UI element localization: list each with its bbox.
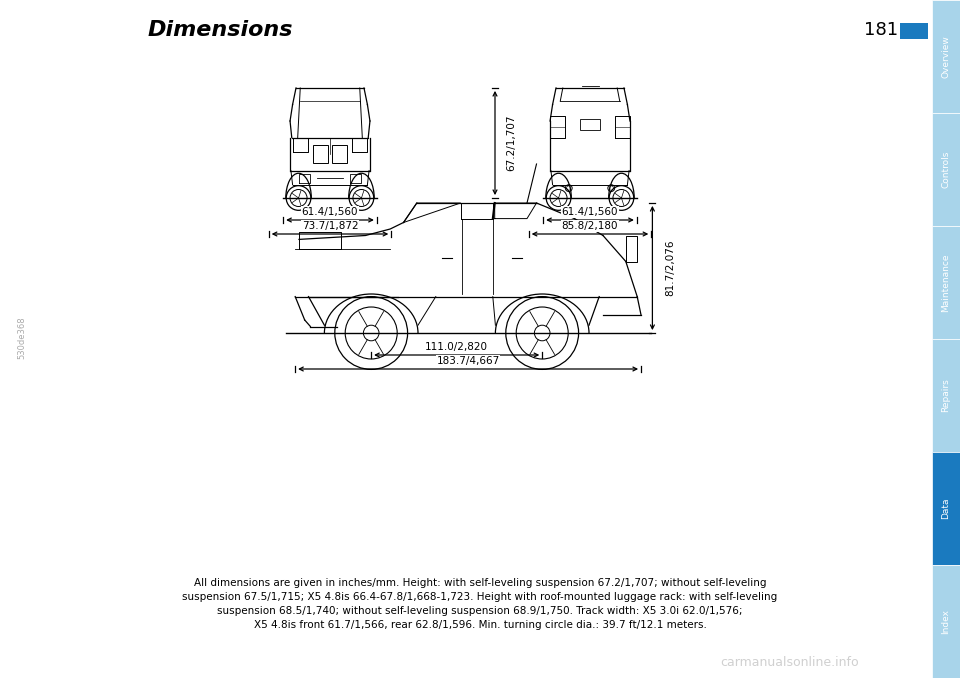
Bar [313, 145, 328, 163]
Text: 111.0/2,820: 111.0/2,820 [425, 342, 489, 352]
Bar [900, 23, 928, 39]
Text: carmanualsonline.info: carmanualsonline.info [721, 656, 859, 669]
Text: Repairs: Repairs [942, 378, 950, 412]
Text: 73.7/1,872: 73.7/1,872 [301, 221, 358, 231]
Bar [932, 339, 960, 452]
Text: 181: 181 [864, 21, 898, 39]
Text: Index: Index [942, 609, 950, 634]
Text: 183.7/4,667: 183.7/4,667 [437, 356, 500, 366]
Bar [932, 452, 960, 565]
Text: 61.4/1,560: 61.4/1,560 [562, 207, 618, 217]
Text: suspension 67.5/1,715; X5 4.8is 66.4-67.8/1,668-1,723. Height with roof-mounted : suspension 67.5/1,715; X5 4.8is 66.4-67.… [182, 592, 778, 602]
Text: X5 4.8is front 61.7/1,566, rear 62.8/1,596. Min. turning circle dia.: 39.7 ft/12: X5 4.8is front 61.7/1,566, rear 62.8/1,5… [253, 620, 707, 630]
Text: 81.7/2,076: 81.7/2,076 [665, 240, 676, 296]
Text: 67.2/1,707: 67.2/1,707 [506, 115, 516, 172]
Text: Maintenance: Maintenance [942, 254, 950, 312]
Bar [332, 145, 347, 163]
Bar [932, 565, 960, 678]
Text: Controls: Controls [942, 151, 950, 188]
Text: Data: Data [942, 498, 950, 519]
Text: 85.8/2,180: 85.8/2,180 [562, 221, 618, 231]
Text: Overview: Overview [942, 35, 950, 78]
Bar [932, 226, 960, 339]
Text: suspension 68.5/1,740; without self-leveling suspension 68.9/1,750. Track width:: suspension 68.5/1,740; without self-leve… [217, 606, 743, 616]
Bar [580, 119, 600, 129]
Text: 61.4/1,560: 61.4/1,560 [301, 207, 358, 217]
Bar [932, 0, 960, 113]
Text: 530de368: 530de368 [17, 317, 27, 359]
Text: All dimensions are given in inches/mm. Height: with self-leveling suspension 67.: All dimensions are given in inches/mm. H… [194, 578, 766, 588]
Bar [932, 113, 960, 226]
Text: Dimensions: Dimensions [148, 20, 294, 40]
